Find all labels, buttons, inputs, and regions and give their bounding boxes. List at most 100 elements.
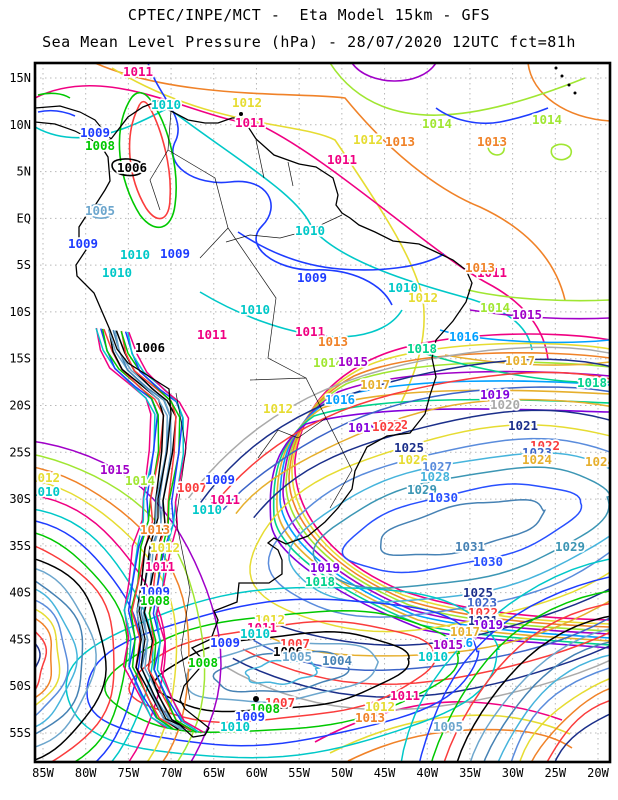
south-america-coastline	[75, 100, 473, 738]
contour-1010	[65, 586, 500, 759]
contour-label-1024: 1024	[522, 452, 552, 467]
contour-1004	[212, 650, 353, 693]
contour-label-1008: 1008	[250, 701, 280, 716]
contour-1031	[379, 499, 547, 557]
contour-label-1011: 1011	[210, 492, 240, 507]
contour-1014	[550, 143, 573, 161]
longitude-axis-labels: 85W 80W 75W 70W 65W 60W 55W 50W 45W 40W 35W 30W 25W 2…	[32, 766, 609, 780]
contour-1008	[430, 590, 610, 762]
contour-1018	[272, 398, 610, 646]
contour-1001	[35, 608, 61, 707]
contour-1008	[35, 532, 129, 762]
contour-999	[35, 630, 48, 691]
contour-label-1027: 1027	[422, 459, 452, 474]
contour-1006	[111, 158, 145, 177]
contour-1003	[497, 654, 610, 762]
contour-label-1013: 1013	[140, 522, 170, 537]
contour-label-1019: 1019	[310, 560, 340, 575]
contour-1013	[35, 466, 190, 762]
lon-tick-65W: 65W	[203, 766, 225, 780]
contour-1015	[35, 440, 222, 762]
contour-label-1030: 1030	[473, 554, 503, 569]
contour-1003	[244, 659, 321, 685]
contour-998	[35, 642, 41, 670]
lat-tick-45S: 45S	[9, 632, 31, 646]
contour-label-1029: 1029	[407, 482, 437, 497]
contour-label-1010: 1010	[220, 719, 250, 734]
contour-label-1013: 1013	[477, 134, 507, 149]
contour-label-1010: 1010	[388, 280, 418, 295]
chart-subtitle: Sea Mean Level Pressure (hPa) - 28/07/20…	[42, 33, 576, 51]
contour-label-1023: 1023	[467, 595, 497, 610]
contour-1025	[253, 409, 610, 646]
contour-1024	[235, 398, 610, 657]
contour-label-1005: 1005	[433, 719, 463, 734]
contour-label-1012: 1012	[408, 290, 438, 305]
lat-tick-EQ: EQ	[17, 211, 31, 225]
contour-label-1013: 1013	[355, 710, 385, 725]
contour-1002	[510, 667, 610, 762]
lat-tick-35S: 35S	[9, 539, 31, 553]
contour-1014	[467, 289, 610, 302]
lat-tick-30S: 30S	[9, 492, 31, 506]
contour-label-1011: 1011	[123, 64, 153, 79]
contour-label-1011: 1011	[477, 265, 507, 280]
contour-1011	[35, 494, 167, 762]
contour-1008	[37, 92, 71, 99]
contour-label-1017: 1017	[450, 624, 480, 639]
country-border	[149, 110, 172, 211]
contour-1001	[519, 677, 610, 762]
contour-1013	[527, 63, 610, 122]
contour-label-1031: 1031	[455, 539, 485, 554]
contour-1011	[35, 84, 549, 361]
contour-1020	[187, 346, 610, 711]
contour-label-1022: 1022	[468, 605, 498, 620]
country-border	[225, 214, 343, 243]
contour-label-1011: 1011	[197, 327, 227, 342]
contour-label-1008: 1008	[188, 655, 218, 670]
lon-tick-35W: 35W	[459, 766, 481, 780]
island	[253, 696, 259, 702]
contour-label-1011: 1011	[145, 559, 175, 574]
contour-label-1014: 1014	[422, 116, 452, 131]
country-border	[175, 392, 191, 701]
contour-999	[546, 699, 610, 762]
contour-1017	[276, 389, 610, 642]
contour-1007	[443, 602, 610, 762]
lon-tick-70W: 70W	[160, 766, 182, 780]
contour-label-1010: 1010	[192, 502, 222, 517]
contour-label-1011: 1011	[235, 115, 265, 130]
lon-tick-60W: 60W	[246, 766, 268, 780]
contour-label-1009: 1009	[80, 125, 110, 140]
contour-label-1009: 1009	[68, 236, 98, 251]
contour-1007	[128, 620, 437, 724]
chart-title: CPTEC/INPE/MCT - Eta Model 15km - GFS	[127, 6, 491, 24]
contour-1016	[439, 329, 610, 344]
contour-1007	[35, 545, 115, 762]
contour-1007	[128, 100, 172, 220]
contour-1014	[487, 140, 505, 156]
contour-label-1022: 1022	[378, 417, 408, 432]
contour-1010	[35, 508, 154, 762]
contour-label-1021: 1021	[508, 418, 538, 433]
contour-1013	[347, 728, 573, 762]
contour-1011	[294, 333, 610, 621]
andes-contour-1006	[108, 329, 179, 731]
contour-label-1004: 1004	[322, 653, 352, 668]
contour-1009	[35, 520, 141, 762]
central-america-coastline	[35, 121, 102, 147]
contour-label-1009: 1009	[297, 270, 327, 285]
contour-1028	[288, 452, 610, 603]
island	[567, 83, 571, 87]
contour-label-1007: 1007	[177, 480, 207, 495]
contour-1008	[118, 91, 177, 229]
contour-label-1017: 1017	[505, 353, 535, 368]
contour-1030	[341, 483, 583, 574]
contour-label-1012: 1012	[232, 95, 262, 110]
contour-label-1010: 1010	[151, 97, 181, 112]
contour-1027	[267, 437, 610, 618]
contour-1005	[87, 203, 113, 219]
contour-1012	[329, 714, 571, 754]
lat-tick-15N: 15N	[9, 71, 31, 85]
